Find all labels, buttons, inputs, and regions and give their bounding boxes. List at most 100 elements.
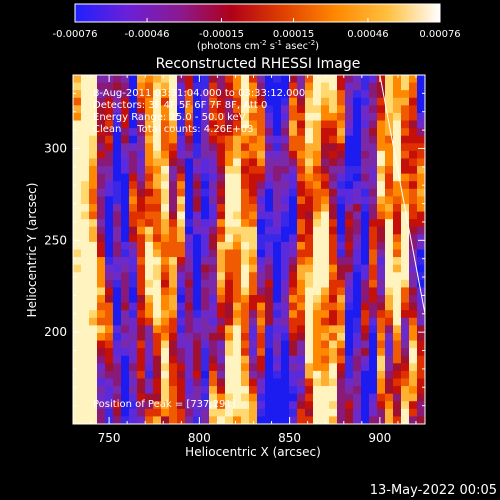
heatmap-cell <box>225 302 234 311</box>
heatmap-cell <box>209 75 218 84</box>
heatmap-cell <box>185 355 194 364</box>
heatmap-cell <box>137 241 146 251</box>
heatmap-cell <box>345 196 354 205</box>
heatmap-cell <box>393 120 402 129</box>
heatmap-cell <box>177 302 186 311</box>
heatmap-cell <box>337 234 346 243</box>
heatmap-cell <box>97 82 106 91</box>
heatmap-cell <box>369 120 378 129</box>
heatmap-cell <box>153 105 162 114</box>
heatmap-cell <box>97 416 106 424</box>
heatmap-cell <box>265 340 274 349</box>
heatmap-cell <box>353 317 362 326</box>
heatmap-cell <box>217 105 226 114</box>
heatmap-cell <box>313 203 322 213</box>
heatmap-cell <box>257 287 266 296</box>
heatmap-cell <box>353 416 362 424</box>
heatmap-cell <box>297 279 306 289</box>
heatmap-cell <box>153 150 162 160</box>
heatmap-cell <box>105 408 114 418</box>
heatmap-cell <box>265 203 274 213</box>
heatmap-cell <box>281 408 290 418</box>
heatmap-cell <box>329 112 338 122</box>
heatmap-cell <box>113 287 122 296</box>
heatmap-cell <box>97 249 106 258</box>
heatmap-cell <box>369 302 378 311</box>
heatmap-cell <box>385 75 394 84</box>
heatmap-cell <box>241 75 250 84</box>
heatmap-cell <box>145 370 154 380</box>
heatmap-cell <box>385 234 394 243</box>
heatmap-cell <box>361 279 370 289</box>
heatmap-cell <box>281 203 290 213</box>
heatmap-cell <box>105 128 114 137</box>
heatmap-cell <box>153 408 162 418</box>
heatmap-cell <box>193 332 202 342</box>
heatmap-cell <box>81 325 90 334</box>
heatmap-cell <box>177 332 186 342</box>
heatmap-cell <box>361 393 370 402</box>
heatmap-cell <box>321 188 330 197</box>
heatmap-cell <box>113 82 122 91</box>
heatmap-cell <box>73 317 82 326</box>
heatmap-cell <box>129 378 138 387</box>
heatmap-cell <box>329 401 338 410</box>
heatmap-cell <box>113 393 122 402</box>
heatmap-cell <box>369 203 378 213</box>
heatmap-cell <box>177 173 186 182</box>
heatmap-cell <box>209 401 218 410</box>
heatmap-cell <box>177 325 186 334</box>
heatmap-cell <box>153 257 162 266</box>
heatmap-cell <box>153 348 162 357</box>
heatmap-cell <box>217 188 226 197</box>
heatmap-cell <box>145 112 154 122</box>
heatmap-cell <box>233 386 242 395</box>
heatmap-cell <box>281 287 290 296</box>
heatmap-cell <box>113 196 122 205</box>
heatmap-cell <box>377 340 386 349</box>
heatmap-cell <box>305 370 314 380</box>
heatmap-cell <box>393 257 402 266</box>
heatmap-cell <box>145 203 154 213</box>
heatmap-cell <box>201 325 210 334</box>
heatmap-cell <box>345 128 354 137</box>
heatmap-cell <box>105 279 114 289</box>
heatmap-cell <box>281 211 290 220</box>
heatmap-cell <box>273 219 282 228</box>
heatmap-cell <box>369 112 378 122</box>
heatmap-cell <box>281 249 290 258</box>
heatmap-cell <box>401 143 410 152</box>
heatmap-cell <box>377 105 386 114</box>
heatmap-cell <box>145 355 154 364</box>
heatmap-cell <box>113 97 122 106</box>
heatmap-cell <box>73 150 82 160</box>
heatmap-cell <box>137 355 146 364</box>
heatmap-cell <box>393 310 402 319</box>
heatmap-cell <box>137 249 146 258</box>
heatmap-cell <box>185 90 194 99</box>
heatmap-cell <box>369 135 378 144</box>
heatmap-cell <box>369 150 378 160</box>
heatmap-cell <box>329 203 338 213</box>
heatmap-cell <box>161 363 170 372</box>
heatmap-cell <box>153 173 162 182</box>
heatmap-cell <box>393 166 402 175</box>
heatmap-cell <box>113 386 122 395</box>
heatmap-cell <box>345 317 354 326</box>
heatmap-cell <box>233 166 242 175</box>
heatmap-cell <box>313 401 322 410</box>
heatmap-cell <box>105 188 114 197</box>
heatmap-cell <box>161 348 170 357</box>
heatmap-cell <box>97 386 106 395</box>
heatmap-cell <box>233 188 242 197</box>
heatmap-cell <box>385 173 394 182</box>
heatmap-cell <box>81 401 90 410</box>
heatmap-cell <box>401 75 410 84</box>
heatmap-cell <box>321 264 330 273</box>
heatmap-cell <box>137 158 146 167</box>
heatmap-cell <box>105 158 114 167</box>
heatmap-cell <box>241 332 250 342</box>
heatmap-cell <box>201 332 210 342</box>
heatmap-cell <box>241 340 250 349</box>
heatmap-cell <box>329 408 338 418</box>
